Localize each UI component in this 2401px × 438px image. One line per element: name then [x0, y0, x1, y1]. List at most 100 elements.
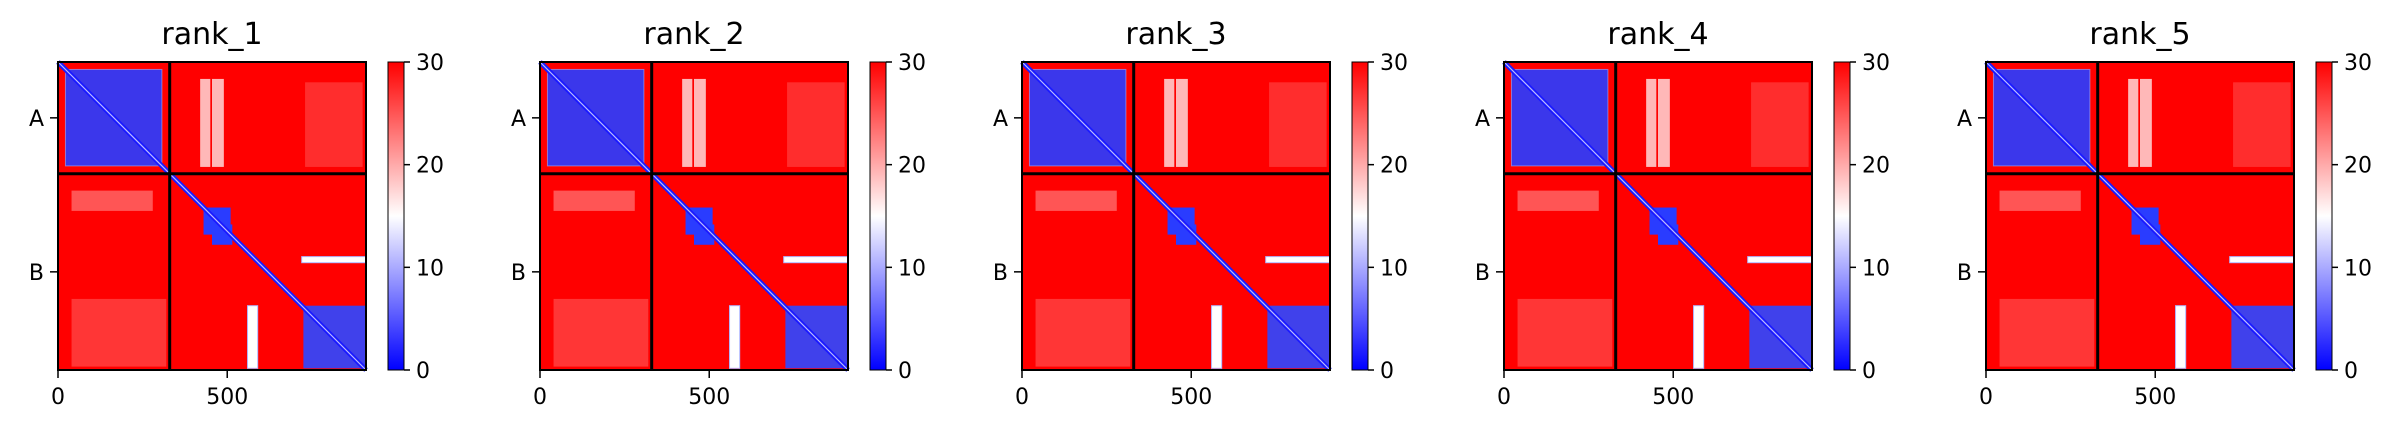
chain-b-strip-vertical	[1693, 305, 1705, 369]
diagonal-highlight	[1503, 61, 1813, 371]
offdiag-faint-lower	[553, 190, 635, 211]
chain-b-strip-horizontal	[1747, 256, 1813, 264]
y-tick-label: A	[29, 107, 44, 132]
panel-2: rank_2 A B 0 500 0 10 20 30	[511, 17, 926, 410]
offdiag-stripe	[694, 78, 706, 167]
panel-4: rank_4 A B 0 500 0 10 20 30	[1475, 17, 1890, 410]
chain-a-block-edge	[1028, 68, 1127, 167]
offdiag-faint-lower	[1517, 190, 1599, 211]
y-tick-label: A	[993, 107, 1008, 132]
chain-a-block-edge	[546, 68, 645, 167]
offdiag-stripe	[2140, 78, 2152, 167]
colorbar-tick-label: 10	[1380, 256, 1408, 281]
chain-b-strip-vertical	[2175, 305, 2187, 369]
colorbar-tick-label: 0	[2344, 359, 2358, 384]
colorbar-tick-label: 20	[898, 154, 926, 179]
x-tick-label: 500	[688, 385, 730, 410]
chain-a-block-edge	[64, 68, 163, 167]
offdiag-faint-lower2	[1517, 298, 1613, 367]
plot-frame	[1021, 61, 1331, 371]
offdiag-stripe	[1164, 78, 1175, 167]
x-tick-label: 500	[1170, 385, 1212, 410]
offdiag-faint	[305, 82, 363, 167]
offdiag-faint-lower	[71, 190, 153, 211]
plot-frame	[539, 61, 849, 371]
chain-b-strip-vertical	[1211, 305, 1223, 369]
colorbar-tick-label: 30	[1862, 51, 1890, 76]
panel-title: rank_2	[643, 17, 744, 52]
colorbar-tick-label: 10	[1862, 256, 1890, 281]
chain-b-strip-horizontal	[2229, 256, 2295, 264]
offdiag-faint-lower2	[553, 298, 649, 367]
y-tick-label: A	[1957, 107, 1972, 132]
y-tick-label: A	[511, 107, 526, 132]
y-tick-label: B	[511, 261, 526, 286]
x-tick-label: 0	[533, 385, 547, 410]
offdiag-faint-lower2	[1035, 298, 1131, 367]
offdiag-stripe	[682, 78, 693, 167]
x-tick-label: 500	[2134, 385, 2176, 410]
offdiag-stripe	[1658, 78, 1670, 167]
y-tick-label: A	[1475, 107, 1490, 132]
offdiag-faint-lower2	[1999, 298, 2095, 367]
chain-b-strip-vertical	[729, 305, 741, 369]
offdiag-stripe	[200, 78, 211, 167]
offdiag-faint	[2233, 82, 2291, 167]
plot-frame	[1985, 61, 2295, 371]
offdiag-stripe	[1646, 78, 1657, 167]
colorbar-tick-label: 20	[1862, 154, 1890, 179]
plot-frame	[57, 61, 367, 371]
panel-5: rank_5 A B 0 500 0 10 20 30	[1957, 17, 2372, 410]
offdiag-faint-lower	[1999, 190, 2081, 211]
colorbar-tick-label: 20	[1380, 154, 1408, 179]
colorbar	[1351, 61, 1369, 371]
colorbar	[869, 61, 887, 371]
colorbar-tick-label: 20	[416, 154, 444, 179]
diagonal-highlight	[539, 61, 849, 371]
x-tick-label: 0	[1497, 385, 1511, 410]
chain-b-strip-vertical	[247, 305, 259, 369]
panel-3: rank_3 A B 0 500 0 10 20 30	[993, 17, 1408, 410]
x-tick-label: 500	[1652, 385, 1694, 410]
panel-title: rank_1	[161, 17, 262, 52]
colorbar	[1833, 61, 1851, 371]
offdiag-faint-lower2	[71, 298, 167, 367]
chain-b-strip-horizontal	[1265, 256, 1331, 264]
panel-title: rank_4	[1607, 17, 1708, 52]
y-tick-label: B	[1957, 261, 1972, 286]
colorbar-tick-label: 30	[1380, 51, 1408, 76]
colorbar-tick-label: 0	[1862, 359, 1876, 384]
y-tick-label: B	[993, 261, 1008, 286]
offdiag-stripe	[2128, 78, 2139, 167]
panel-title: rank_5	[2089, 17, 2190, 52]
colorbar-tick-label: 10	[2344, 256, 2372, 281]
colorbar-tick-label: 0	[898, 359, 912, 384]
chain-a-block-edge	[1510, 68, 1609, 167]
colorbar-tick-label: 10	[898, 256, 926, 281]
offdiag-faint	[787, 82, 845, 167]
colorbar	[2315, 61, 2333, 371]
plot-frame	[1503, 61, 1813, 371]
panel-title: rank_3	[1125, 17, 1226, 52]
chain-b-strip-horizontal	[783, 256, 849, 264]
colorbar-tick-label: 30	[2344, 51, 2372, 76]
y-tick-label: B	[29, 261, 44, 286]
colorbar-tick-label: 10	[416, 256, 444, 281]
chain-a-block-edge	[1992, 68, 2091, 167]
colorbar-tick-label: 30	[416, 51, 444, 76]
x-tick-label: 0	[51, 385, 65, 410]
y-tick-label: B	[1475, 261, 1490, 286]
colorbar-tick-label: 0	[1380, 359, 1394, 384]
offdiag-stripe	[1176, 78, 1188, 167]
offdiag-faint	[1751, 82, 1809, 167]
colorbar-tick-label: 30	[898, 51, 926, 76]
x-tick-label: 0	[1979, 385, 1993, 410]
offdiag-faint-lower	[1035, 190, 1117, 211]
panel-1: rank_1 A B 0 500 0 10 20 30	[29, 17, 444, 410]
x-tick-label: 500	[206, 385, 248, 410]
offdiag-stripe	[212, 78, 224, 167]
x-tick-label: 0	[1015, 385, 1029, 410]
offdiag-faint	[1269, 82, 1327, 167]
